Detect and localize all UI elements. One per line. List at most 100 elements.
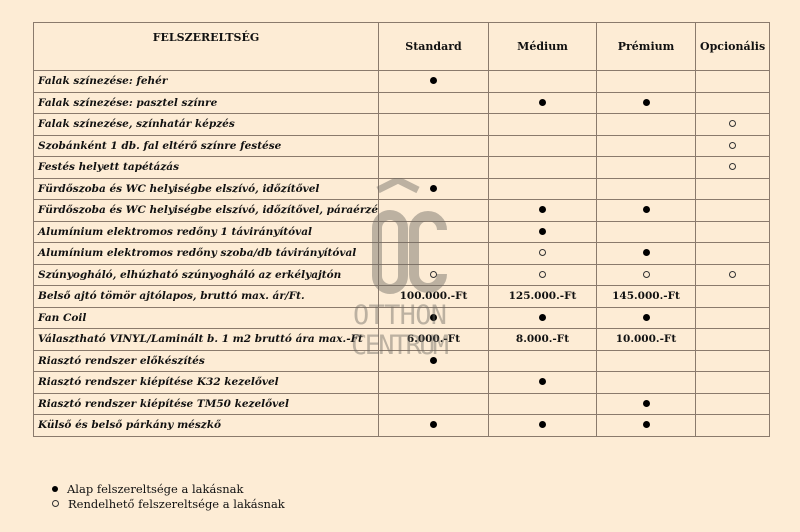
cell-medium: [488, 414, 597, 437]
table-row: Alumínium elektromos redőny szoba/db táv…: [33, 242, 770, 265]
cell-opcionalis: [695, 371, 770, 394]
cell-premium: [596, 414, 696, 437]
cell-premium: [596, 263, 696, 286]
table-row: Fürdőszoba és WC helyiségbe elszívó, idő…: [33, 177, 770, 200]
cell-opcionalis: [695, 70, 770, 93]
cell-medium: 125.000.-Ft: [488, 285, 597, 308]
cell-opcionalis: [695, 414, 770, 437]
table-row: Riasztó rendszer előkészítés: [33, 349, 770, 372]
cell-standard: [378, 177, 489, 200]
cell-medium: [488, 349, 597, 372]
cell-premium: [596, 371, 696, 394]
cell-medium: [488, 306, 597, 329]
cell-standard: [378, 242, 489, 265]
cell-standard: [378, 220, 489, 243]
cell-standard: 100.000.-Ft: [378, 285, 489, 308]
filled-circle-icon: [642, 249, 650, 257]
legend-item-filled: Alap felszereltsége a lakásnak: [52, 481, 285, 496]
row-label: Festés helyett tapétázás: [33, 156, 379, 179]
cell-medium: [488, 220, 597, 243]
cell-opcionalis: [695, 177, 770, 200]
cell-premium: [596, 156, 696, 179]
filled-circle-icon: [430, 356, 437, 364]
row-label: Alumínium elektromos redőny 1 távirányít…: [33, 220, 379, 243]
cell-standard: 6.000.-Ft: [378, 328, 489, 351]
filled-circle-icon: [539, 206, 546, 214]
filled-circle-icon: [52, 485, 58, 492]
table-row: Riasztó rendszer kiépítése K32 kezelővel: [33, 371, 770, 394]
cell-premium: [596, 134, 696, 157]
cell-standard: [378, 91, 489, 114]
cell-opcionalis: [695, 91, 770, 114]
table-row: Falak színezése: pasztel színre: [33, 91, 770, 114]
table-row: Belső ajtó tömör ajtólapos, bruttó max. …: [33, 285, 770, 308]
cell-medium: [488, 177, 597, 200]
filled-circle-icon: [539, 98, 546, 106]
filled-circle-icon: [539, 227, 546, 235]
filled-circle-icon: [642, 206, 650, 214]
legend: Alap felszereltsége a lakásnak Rendelhet…: [52, 481, 285, 511]
table-row: Riasztó rendszer kiépítése TM50 kezelőve…: [33, 392, 770, 415]
filled-circle-icon: [642, 421, 650, 429]
cell-opcionalis: [695, 134, 770, 157]
cell-opcionalis: [695, 392, 770, 415]
filled-circle-icon: [430, 421, 437, 429]
table-row: Alumínium elektromos redőny 1 távirányít…: [33, 220, 770, 243]
cell-opcionalis: [695, 349, 770, 372]
cell-opcionalis: [695, 113, 770, 136]
cell-standard: [378, 199, 489, 222]
filled-circle-icon: [430, 77, 437, 85]
cell-standard: [378, 414, 489, 437]
header-row: FELSZERELTSÉG Standard Médium Prémium Op…: [33, 22, 770, 71]
cell-standard: [378, 392, 489, 415]
cell-standard: [378, 113, 489, 136]
cell-premium: [596, 70, 696, 93]
cell-opcionalis: [695, 242, 770, 265]
cell-medium: [488, 91, 597, 114]
row-label: Választható VINYL/Laminált b. 1 m2 brutt…: [33, 328, 379, 351]
header-felszereltseg: FELSZERELTSÉG: [33, 22, 379, 71]
cell-standard: [378, 263, 489, 286]
cell-medium: [488, 371, 597, 394]
cell-premium: [596, 199, 696, 222]
cell-medium: 8.000.-Ft: [488, 328, 597, 351]
cell-medium: [488, 392, 597, 415]
cell-standard: [378, 156, 489, 179]
table-row: Szobánként 1 db. fal eltérő színre festé…: [33, 134, 770, 157]
cell-premium: [596, 306, 696, 329]
filled-circle-icon: [539, 421, 546, 429]
row-label: Szobánként 1 db. fal eltérő színre festé…: [33, 134, 379, 157]
cell-premium: [596, 220, 696, 243]
cell-premium: 145.000.-Ft: [596, 285, 696, 308]
table-row: Szúnyogháló, elhúzható szúnyogháló az er…: [33, 263, 770, 286]
cell-premium: 10.000.-Ft: [596, 328, 696, 351]
cell-medium: [488, 134, 597, 157]
cell-opcionalis: [695, 263, 770, 286]
cell-opcionalis: [695, 285, 770, 308]
cell-opcionalis: [695, 156, 770, 179]
table-row: Falak színezése, színhatár képzés: [33, 113, 770, 136]
legend-filled-label: Alap felszereltsége a lakásnak: [67, 481, 244, 496]
cell-standard: [378, 134, 489, 157]
cell-premium: [596, 113, 696, 136]
filled-circle-icon: [430, 313, 437, 321]
open-circle-icon: [729, 120, 736, 128]
header-opcionalis: Opcionális: [695, 22, 770, 71]
cell-standard: [378, 349, 489, 372]
table-row: Fürdőszoba és WC helyiségbe elszívó, idő…: [33, 199, 770, 222]
cell-opcionalis: [695, 220, 770, 243]
row-label: Riasztó rendszer előkészítés: [33, 349, 379, 372]
open-circle-icon: [729, 163, 736, 171]
cell-premium: [596, 349, 696, 372]
open-circle-icon: [430, 270, 437, 278]
header-standard: Standard: [378, 22, 489, 71]
table-row: Választható VINYL/Laminált b. 1 m2 brutt…: [33, 328, 770, 351]
cell-medium: [488, 156, 597, 179]
row-label: Szúnyogháló, elhúzható szúnyogháló az er…: [33, 263, 379, 286]
open-circle-icon: [642, 270, 650, 278]
filled-circle-icon: [642, 313, 650, 321]
cell-medium: [488, 70, 597, 93]
cell-standard: [378, 70, 489, 93]
table-row: Fan Coil: [33, 306, 770, 329]
filled-circle-icon: [430, 184, 437, 192]
